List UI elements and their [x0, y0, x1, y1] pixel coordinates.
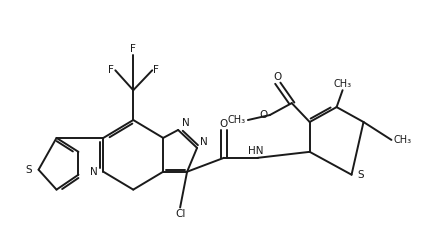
- Text: O: O: [273, 72, 281, 82]
- Text: O: O: [219, 119, 227, 129]
- Text: CH₃: CH₃: [333, 79, 351, 89]
- Text: N: N: [200, 137, 208, 147]
- Text: Cl: Cl: [175, 209, 185, 220]
- Text: CH₃: CH₃: [393, 135, 411, 145]
- Text: F: F: [108, 65, 114, 75]
- Text: O: O: [259, 110, 267, 120]
- Text: N: N: [181, 118, 189, 128]
- Text: CH₃: CH₃: [227, 115, 245, 125]
- Text: F: F: [153, 65, 159, 75]
- Text: N: N: [90, 167, 98, 177]
- Text: S: S: [25, 165, 32, 175]
- Text: F: F: [130, 44, 136, 54]
- Text: S: S: [356, 170, 363, 180]
- Text: HN: HN: [247, 146, 263, 156]
